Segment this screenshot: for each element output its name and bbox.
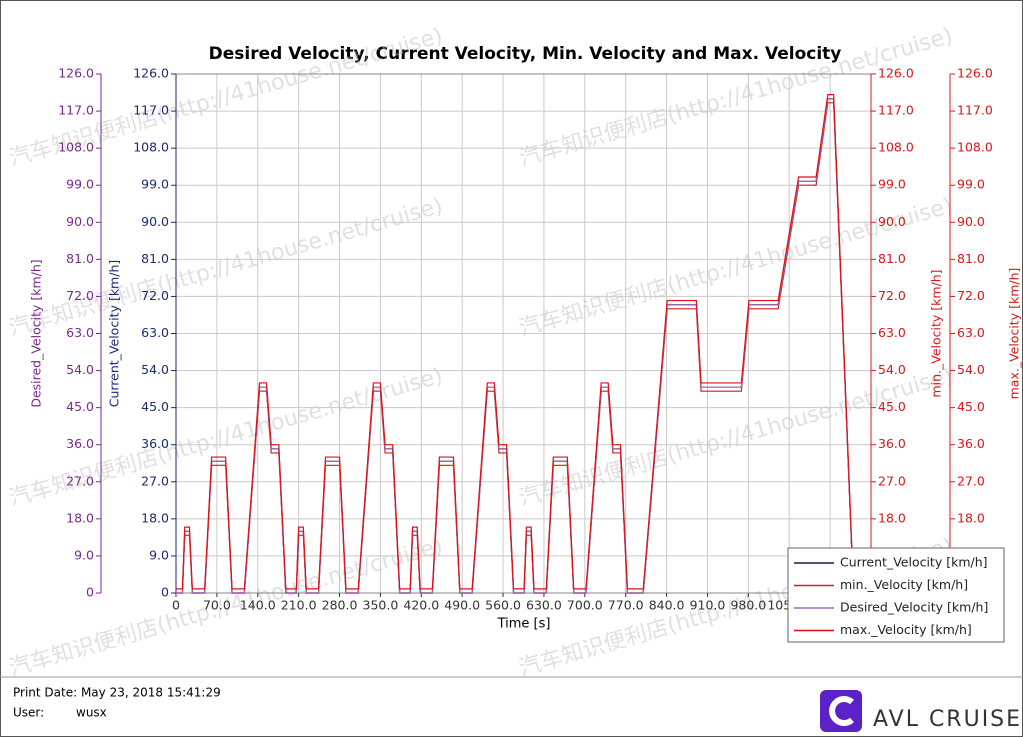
user-name: wusx xyxy=(76,706,107,720)
y-tick-label: 126.0 xyxy=(957,66,993,81)
y-tick-label: 45.0 xyxy=(141,399,169,414)
y-tick-label: 90.0 xyxy=(878,214,906,229)
y-tick-label: 18.0 xyxy=(141,510,169,525)
y-tick-label: 99.0 xyxy=(141,177,169,192)
y-tick-label: 81.0 xyxy=(66,251,94,266)
y-tick-label: 117.0 xyxy=(957,103,993,118)
logo-glyph xyxy=(829,696,854,726)
y-tick-label: 45.0 xyxy=(66,399,94,414)
legend-box xyxy=(787,547,1005,643)
y-tick-label: 45.0 xyxy=(957,399,985,414)
y-tick-label: 90.0 xyxy=(66,214,94,229)
x-tick-label: 140.0 xyxy=(240,598,276,613)
y-tick-label: 99.0 xyxy=(957,177,985,192)
y-tick-label: 108.0 xyxy=(878,140,914,155)
x-tick-label: 980.0 xyxy=(730,598,766,613)
x-tick-label: 210.0 xyxy=(281,598,317,613)
y-tick-label: 63.0 xyxy=(878,325,906,340)
y-tick-label: 63.0 xyxy=(957,325,985,340)
y-tick-label: 126.0 xyxy=(133,66,169,81)
print-date: Print Date: May 23, 2018 15:41:29 xyxy=(13,686,221,700)
y-tick-label: 126.0 xyxy=(58,66,94,81)
y-tick-label: 108.0 xyxy=(58,140,94,155)
y-tick-label: 36.0 xyxy=(141,436,169,451)
y-tick-label: 45.0 xyxy=(878,399,906,414)
y-tick-label: 72.0 xyxy=(66,288,94,303)
y-tick-label: 36.0 xyxy=(66,436,94,451)
y-tick-label: 18.0 xyxy=(66,510,94,525)
x-axis-label: Time [s] xyxy=(497,617,551,632)
y-tick-label: 108.0 xyxy=(957,140,993,155)
y-tick-label: 0 xyxy=(161,585,169,600)
y-tick-label: 18.0 xyxy=(878,510,906,525)
y-tick-label: 90.0 xyxy=(957,214,985,229)
x-tick-label: 350.0 xyxy=(363,598,399,613)
y-tick-label: 117.0 xyxy=(133,103,169,118)
y-tick-label: 63.0 xyxy=(66,325,94,340)
y-tick-label: 108.0 xyxy=(133,140,169,155)
y-tick-label: 117.0 xyxy=(58,103,94,118)
series-line xyxy=(176,98,866,594)
user-label: User: xyxy=(13,706,44,720)
y-tick-label: 54.0 xyxy=(957,362,985,377)
y-tick-label: 27.0 xyxy=(878,473,906,488)
x-tick-label: 560.0 xyxy=(485,598,521,613)
x-tick-label: 840.0 xyxy=(649,598,685,613)
y-tick-label: 18.0 xyxy=(957,510,985,525)
y-tick-label: 54.0 xyxy=(878,362,906,377)
y-tick-label: 72.0 xyxy=(957,288,985,303)
y-tick-label: 9.0 xyxy=(74,547,94,562)
y-axis-label: max._Velocity [km/h] xyxy=(1007,268,1022,400)
y-tick-label: 27.0 xyxy=(141,473,169,488)
y-axis-label: Desired_Velocity [km/h] xyxy=(29,259,44,407)
legend-label: Current_Velocity [km/h] xyxy=(840,555,988,570)
y-axis-label: Current_Velocity [km/h] xyxy=(107,260,122,408)
y-tick-label: 27.0 xyxy=(957,473,985,488)
y-tick-label: 63.0 xyxy=(141,325,169,340)
legend-label: Desired_Velocity [km/h] xyxy=(840,600,988,615)
x-tick-label: 0 xyxy=(172,598,180,613)
y-tick-label: 117.0 xyxy=(878,103,914,118)
legend-label: min._Velocity [km/h] xyxy=(840,577,968,592)
y-tick-label: 36.0 xyxy=(878,436,906,451)
x-tick-label: 630.0 xyxy=(526,598,562,613)
y-tick-label: 81.0 xyxy=(878,251,906,266)
y-tick-label: 54.0 xyxy=(141,362,169,377)
y-tick-label: 126.0 xyxy=(878,66,914,81)
legend: Current_Velocity [km/h] min._Velocity [km… xyxy=(787,547,1005,643)
y-tick-label: 90.0 xyxy=(141,214,169,229)
x-tick-label: 910.0 xyxy=(690,598,726,613)
x-tick-label: 700.0 xyxy=(567,598,603,613)
x-tick-label: 420.0 xyxy=(403,598,439,613)
x-tick-label: 770.0 xyxy=(608,598,644,613)
legend-label: max._Velocity [km/h] xyxy=(840,622,972,637)
y-axis-label: min._Velocity [km/h] xyxy=(929,269,944,397)
y-tick-label: 99.0 xyxy=(878,177,906,192)
y-tick-label: 72.0 xyxy=(878,288,906,303)
y-tick-label: 27.0 xyxy=(66,473,94,488)
y-tick-label: 9.0 xyxy=(149,547,169,562)
y-tick-label: 81.0 xyxy=(141,251,169,266)
y-tick-label: 54.0 xyxy=(66,362,94,377)
chart-title: Desired Velocity, Current Velocity, Min.… xyxy=(209,44,842,64)
y-tick-label: 0 xyxy=(86,585,94,600)
y-tick-label: 36.0 xyxy=(957,436,985,451)
logo-text: AVL CRUISE xyxy=(873,707,1022,732)
y-tick-label: 72.0 xyxy=(141,288,169,303)
x-tick-label: 70.0 xyxy=(203,598,231,613)
x-tick-label: 490.0 xyxy=(444,598,480,613)
x-tick-label: 280.0 xyxy=(322,598,358,613)
y-tick-label: 81.0 xyxy=(957,251,985,266)
y-tick-label: 99.0 xyxy=(66,177,94,192)
series-line xyxy=(176,94,866,590)
